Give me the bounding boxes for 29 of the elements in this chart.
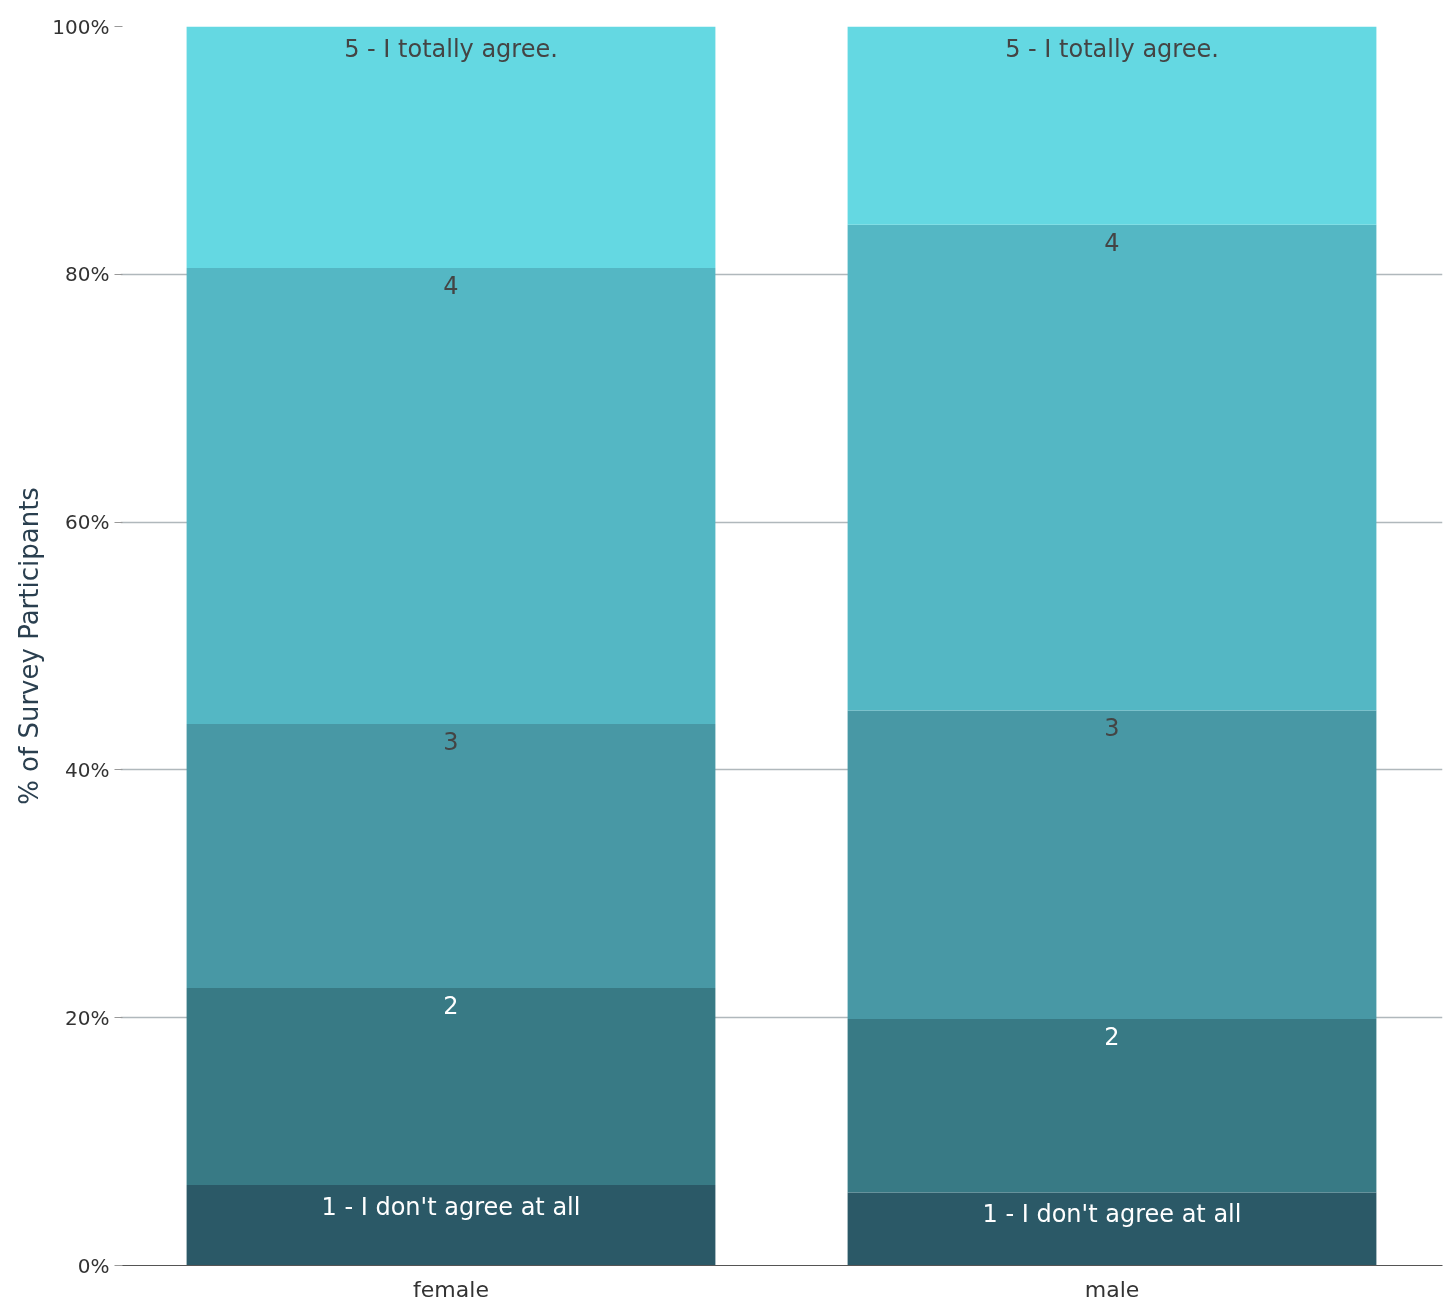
bar [186,1184,716,1266]
y-tick-label: 20% [65,1005,110,1030]
text: 4 [1104,228,1120,257]
y-tick-label: 0% [77,1253,110,1278]
series-label: 5 - I totally agree. [344,34,558,63]
bar [847,1018,1377,1193]
bar [186,724,716,988]
y-axis-title: % of Survey Participants [14,487,45,805]
text: 3 [1104,714,1120,743]
x-tick-label: male [1084,1276,1140,1302]
series-label: 4 [443,272,459,301]
bar [186,987,716,1185]
series-label: 1 - I don't agree at all [321,1192,581,1221]
text: 2 [1104,1022,1120,1051]
y-tick-label: 40% [65,757,110,782]
bar [847,224,1377,711]
bar [847,710,1377,1019]
series-label: 2 [443,991,459,1020]
y-tick-label: 80% [65,262,110,287]
y-tick-label: 60% [65,510,110,535]
bar [847,1192,1377,1266]
bar [186,268,716,725]
bar [186,26,716,269]
text: 1 - I don't agree at all [982,1200,1242,1229]
text: 5 - I totally agree. [1005,34,1219,63]
series-label: 3 [443,728,459,757]
y-tick-label: 100% [52,14,110,39]
bar [847,26,1377,225]
x-tick-label: female [413,1276,489,1302]
